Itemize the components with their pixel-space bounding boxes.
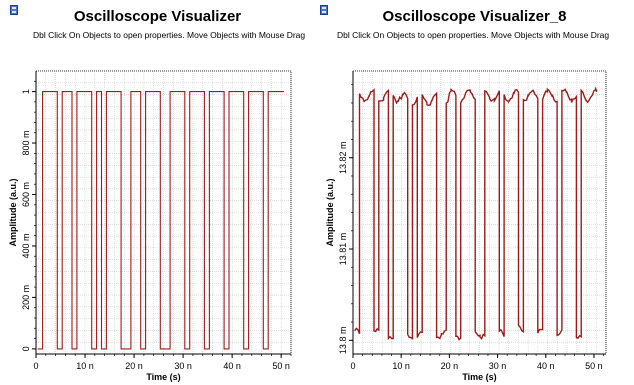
x-tick-label: 0	[33, 361, 38, 371]
window-hint: Dbl Click On Objects to open properties.…	[337, 30, 610, 40]
y-tick-label: 13.81 m	[338, 233, 348, 266]
oscilloscope-chart[interactable]: 0 10 n 20 n 30 n 40 n 50 n 13.8 m 13.81 m 13.82 …	[315, 0, 634, 385]
y-tick-label: 800 m	[21, 131, 31, 156]
window-title: Oscilloscope Visualizer_8	[382, 8, 567, 25]
x-tick-label: 40 n	[223, 361, 241, 371]
x-tick-label: 10 n	[392, 361, 410, 371]
y-tick-label: 400 m	[21, 233, 31, 258]
y-tick-label: 200 m	[21, 285, 31, 310]
x-tick-label: 20 n	[441, 361, 459, 371]
visualizer-window-icon[interactable]	[319, 4, 329, 16]
x-tick-label: 10 n	[76, 361, 94, 371]
window-title: Oscilloscope Visualizer	[73, 8, 242, 25]
y-tick-label: 1	[21, 89, 31, 94]
x-axis-title: Time (s)	[462, 372, 496, 382]
oscilloscope-window-right: Oscilloscope Visualizer_8 Dbl Click On O…	[315, 0, 634, 385]
x-tick-label: 50 n	[272, 361, 290, 371]
signal-trace	[37, 91, 285, 350]
x-tick-label: 30 n	[174, 361, 192, 371]
window-hint: Dbl Click On Objects to open properties.…	[33, 30, 306, 40]
y-tick-label: 600 m	[21, 182, 31, 207]
y-tick-label: 13.8 m	[338, 327, 348, 355]
y-axis-title: Amplitude (a.u.)	[325, 179, 335, 247]
oscilloscope-chart[interactable]: 0 10 n 20 n 30 n 40 n 50 n 0 200 m 400 m 600 m 800…	[0, 0, 315, 385]
x-tick-label: 30 n	[489, 361, 507, 371]
x-tick-label: 50 n	[585, 361, 603, 371]
signal-trace	[354, 86, 598, 341]
oscilloscope-window-left: Oscilloscope Visualizer Dbl Click On Obj…	[0, 0, 315, 385]
x-tick-label: 40 n	[537, 361, 555, 371]
x-axis-title: Time (s)	[146, 372, 180, 382]
y-tick-label: 13.82 m	[338, 141, 348, 174]
visualizer-window-icon[interactable]	[9, 4, 19, 16]
chart-grid	[35, 70, 292, 355]
chart-grid	[352, 70, 607, 355]
x-tick-label: 20 n	[125, 361, 143, 371]
y-tick-label: 0	[21, 346, 31, 351]
x-tick-label: 0	[350, 361, 355, 371]
y-axis-title: Amplitude (a.u.)	[8, 179, 18, 247]
